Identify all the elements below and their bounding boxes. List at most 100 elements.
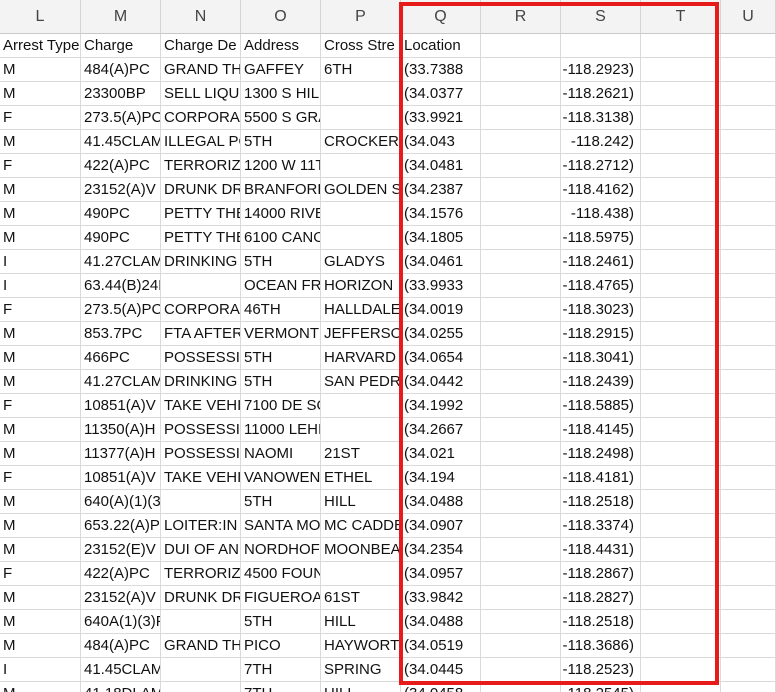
cell-l[interactable]: M (0, 322, 81, 346)
cell-t[interactable] (641, 154, 721, 178)
cell-m[interactable]: 640(A)(1)(3) (81, 490, 161, 514)
cell-l[interactable]: M (0, 202, 81, 226)
header-cell-r[interactable] (481, 34, 561, 58)
cell-o[interactable]: VERMONT (241, 322, 321, 346)
cell-q[interactable]: (34.0488 (401, 610, 481, 634)
cell-p[interactable]: HILL (321, 610, 401, 634)
cell-l[interactable]: M (0, 58, 81, 82)
cell-s[interactable]: -118.4145) (561, 418, 641, 442)
cell-q[interactable]: (34.1576 (401, 202, 481, 226)
cell-s[interactable]: -118.3686) (561, 634, 641, 658)
cell-q[interactable]: (34.0461 (401, 250, 481, 274)
cell-q[interactable]: (34.0481 (401, 154, 481, 178)
cell-n[interactable]: TAKE VEHI (161, 394, 241, 418)
cell-s[interactable]: -118.2498) (561, 442, 641, 466)
cell-t[interactable] (641, 298, 721, 322)
column-header-q[interactable]: Q (401, 0, 481, 34)
cell-p[interactable] (321, 394, 401, 418)
cell-u[interactable] (721, 634, 776, 658)
cell-m[interactable]: 484(A)PC (81, 58, 161, 82)
cell-m[interactable]: 41.45CLAMC (81, 658, 161, 682)
cell-m[interactable]: 273.5(A)PC (81, 298, 161, 322)
cell-o[interactable]: 1200 W 11TH (241, 154, 321, 178)
cell-n[interactable]: LOITER:IN (161, 514, 241, 538)
cell-p[interactable]: CROCKER (321, 130, 401, 154)
cell-l[interactable]: F (0, 466, 81, 490)
cell-l[interactable]: M (0, 586, 81, 610)
cell-o[interactable]: SANTA MO (241, 514, 321, 538)
cell-n[interactable]: POSSESSIO (161, 442, 241, 466)
cell-s[interactable]: -118.438) (561, 202, 641, 226)
cell-s[interactable]: -118.4181) (561, 466, 641, 490)
cell-o[interactable]: 5TH (241, 250, 321, 274)
cell-p[interactable]: GOLDEN S (321, 178, 401, 202)
cell-l[interactable]: M (0, 442, 81, 466)
cell-s[interactable]: -118.2523) (561, 658, 641, 682)
cell-t[interactable] (641, 658, 721, 682)
cell-l[interactable]: I (0, 250, 81, 274)
column-header-o[interactable]: O (241, 0, 321, 34)
cell-r[interactable] (481, 586, 561, 610)
cell-p[interactable]: ETHEL (321, 466, 401, 490)
cell-o[interactable]: PICO (241, 634, 321, 658)
cell-r[interactable] (481, 466, 561, 490)
cell-r[interactable] (481, 250, 561, 274)
cell-r[interactable] (481, 226, 561, 250)
cell-u[interactable] (721, 226, 776, 250)
cell-l[interactable]: M (0, 514, 81, 538)
cell-p[interactable]: 21ST (321, 442, 401, 466)
cell-t[interactable] (641, 370, 721, 394)
cell-t[interactable] (641, 634, 721, 658)
cell-u[interactable] (721, 178, 776, 202)
cell-o[interactable]: 5TH (241, 130, 321, 154)
cell-r[interactable] (481, 682, 561, 692)
cell-l[interactable]: F (0, 154, 81, 178)
cell-u[interactable] (721, 418, 776, 442)
column-header-s[interactable]: S (561, 0, 641, 34)
column-header-t[interactable]: T (641, 0, 721, 34)
cell-q[interactable]: (34.0488 (401, 490, 481, 514)
cell-o[interactable]: 5500 S GRAMERCY (241, 106, 321, 130)
cell-t[interactable] (641, 586, 721, 610)
cell-u[interactable] (721, 250, 776, 274)
cell-p[interactable] (321, 154, 401, 178)
cell-l[interactable]: M (0, 346, 81, 370)
cell-m[interactable]: 422(A)PC (81, 562, 161, 586)
cell-m[interactable]: 41.27CLAM (81, 250, 161, 274)
cell-p[interactable] (321, 418, 401, 442)
cell-r[interactable] (481, 346, 561, 370)
cell-s[interactable]: -118.2621) (561, 82, 641, 106)
cell-m[interactable]: 63.44(B)24L (81, 274, 161, 298)
cell-m[interactable]: 422(A)PC (81, 154, 161, 178)
cell-q[interactable]: (34.2667 (401, 418, 481, 442)
cell-m[interactable]: 490PC (81, 202, 161, 226)
cell-r[interactable] (481, 202, 561, 226)
cell-r[interactable] (481, 538, 561, 562)
cell-u[interactable] (721, 202, 776, 226)
cell-t[interactable] (641, 514, 721, 538)
cell-t[interactable] (641, 682, 721, 692)
cell-p[interactable] (321, 106, 401, 130)
cell-m[interactable]: 653.22(A)P (81, 514, 161, 538)
cell-m[interactable]: 41.27CLAM (81, 370, 161, 394)
cell-u[interactable] (721, 346, 776, 370)
cell-r[interactable] (481, 442, 561, 466)
cell-r[interactable] (481, 658, 561, 682)
cell-r[interactable] (481, 274, 561, 298)
cell-n[interactable] (161, 610, 241, 634)
cell-q[interactable]: (33.9933 (401, 274, 481, 298)
cell-r[interactable] (481, 610, 561, 634)
cell-n[interactable]: PETTY THE (161, 202, 241, 226)
header-cell-s[interactable] (561, 34, 641, 58)
cell-n[interactable]: TAKE VEHI (161, 466, 241, 490)
cell-t[interactable] (641, 82, 721, 106)
cell-r[interactable] (481, 58, 561, 82)
cell-n[interactable] (161, 682, 241, 692)
cell-l[interactable]: F (0, 394, 81, 418)
cell-n[interactable]: GRAND TH (161, 58, 241, 82)
cell-r[interactable] (481, 130, 561, 154)
cell-s[interactable]: -118.2439) (561, 370, 641, 394)
cell-p[interactable]: MC CADDE (321, 514, 401, 538)
cell-s[interactable]: -118.4765) (561, 274, 641, 298)
cell-u[interactable] (721, 106, 776, 130)
